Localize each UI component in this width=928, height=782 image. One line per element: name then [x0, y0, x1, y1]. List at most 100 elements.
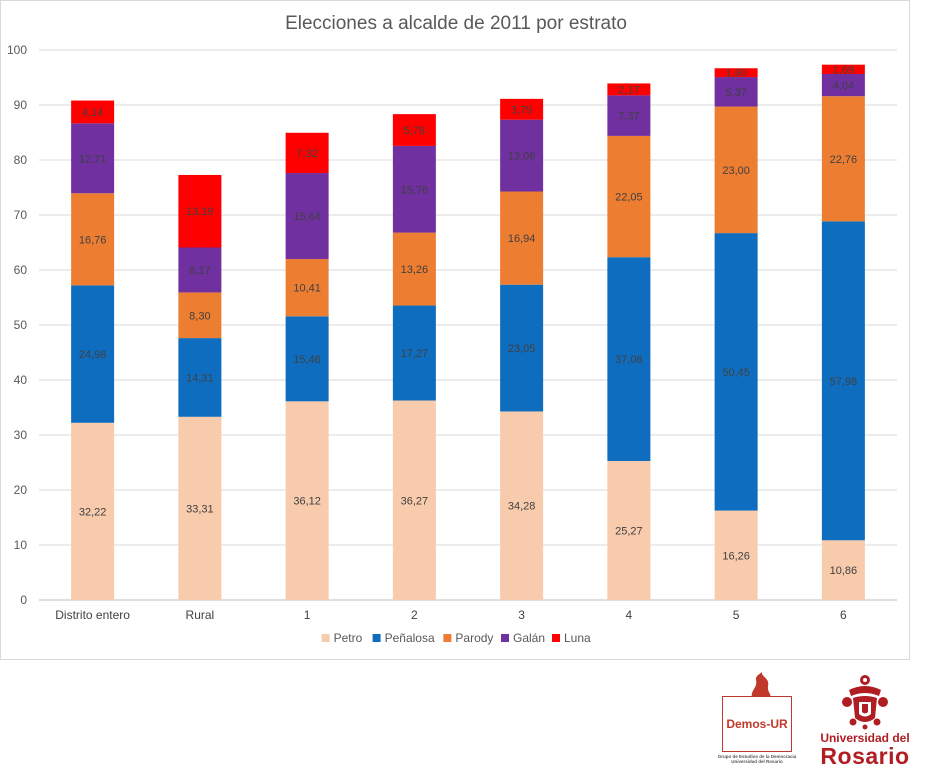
data-label: 10,86 — [830, 565, 858, 577]
y-tick-label: 0 — [20, 593, 27, 607]
bar-segment-petro — [392, 400, 436, 600]
bar-segment-luna — [285, 132, 329, 174]
bar-segment-luna — [500, 98, 544, 120]
legend-swatch — [443, 634, 452, 642]
bar-segment-petro — [71, 422, 115, 600]
demos-box: Demos-UR — [722, 696, 792, 752]
bar-segment-parody — [285, 259, 329, 317]
bar-segment-petro — [714, 510, 758, 600]
bar-segment-peñalosa — [178, 338, 222, 417]
bar-segment-peñalosa — [821, 221, 865, 541]
y-tick-label: 60 — [14, 263, 28, 277]
bar-segment-luna — [714, 68, 758, 78]
legend-label: Galán — [513, 631, 545, 645]
bar-segment-parody — [392, 232, 436, 306]
bar-segment-petro — [285, 401, 329, 600]
data-label: 5,78 — [404, 125, 425, 137]
bar-segment-parody — [71, 193, 115, 286]
data-label: 15,64 — [293, 211, 321, 223]
stacked-bar-chart: Elecciones a alcalde de 2011 por estrato… — [7, 13, 897, 645]
bar-segment-luna — [392, 114, 436, 146]
flame-icon — [751, 672, 771, 698]
legend-swatch — [552, 634, 560, 642]
legend: Petro Peñalosa Parody Galán Luna — [321, 631, 591, 645]
data-label: 16,26 — [722, 550, 750, 562]
x-category-label: 2 — [411, 608, 418, 622]
rosario-crest-icon — [842, 675, 888, 730]
bar-segment-peñalosa — [71, 285, 115, 423]
data-label: 13,26 — [401, 264, 429, 276]
bar-segment-luna — [178, 174, 222, 248]
data-label: 22,76 — [830, 154, 858, 166]
bar-segment-peñalosa — [714, 233, 758, 511]
data-label: 5,37 — [725, 87, 746, 99]
y-axis-ticks: 0 10 20 30 40 50 60 70 80 90 100 — [7, 43, 27, 607]
data-label: 36,12 — [293, 496, 321, 508]
bar-segment-parody — [607, 135, 651, 258]
data-label: 32,22 — [79, 506, 107, 518]
chart-area: Elecciones a alcalde de 2011 por estrato… — [0, 0, 910, 660]
data-label: 25,27 — [615, 526, 643, 538]
demos-ur-logo: Demos-UR Grupo de Estudios de la Democra… — [712, 668, 802, 768]
bar-segment-galán — [714, 77, 758, 107]
data-label: 36,27 — [401, 495, 429, 507]
data-label: 2,17 — [618, 84, 639, 96]
data-label: 37,06 — [615, 354, 643, 366]
bar-segment-peñalosa — [607, 257, 651, 462]
bar-segment-galán — [71, 123, 115, 194]
data-label: 8,30 — [189, 310, 210, 322]
gridlines — [39, 49, 897, 601]
x-category-label: 6 — [840, 608, 847, 622]
bar-segment-petro — [607, 461, 651, 600]
bar-segment-parody — [500, 191, 544, 285]
data-label: 16,76 — [79, 234, 107, 246]
data-label: 17,27 — [401, 348, 429, 360]
bars — [71, 64, 865, 600]
legend-swatch — [501, 634, 509, 642]
data-label: 15,46 — [293, 354, 321, 366]
y-tick-label: 80 — [14, 153, 28, 167]
x-category-label: Rural — [186, 608, 215, 622]
y-tick-label: 50 — [14, 318, 28, 332]
bar-segment-peñalosa — [285, 316, 329, 402]
x-category-label: 4 — [626, 608, 633, 622]
legend-label: Petro — [334, 631, 363, 645]
demos-subtitle-line-2: Universidad del Rosario — [731, 759, 783, 764]
data-label: 4,14 — [82, 107, 103, 119]
data-labels: 32,22 24,98 16,76 12,71 4,14 33,31 14,31 8,30 8,… — [79, 64, 857, 577]
demos-subtitle-line-1: Grupo de Estudios de la Democracia — [717, 754, 797, 759]
chart-title: Elecciones a alcalde de 2011 por estrato — [285, 13, 627, 34]
data-label: 12,71 — [79, 153, 107, 165]
data-label: 13,19 — [186, 206, 214, 218]
data-label: 15,76 — [401, 184, 429, 196]
bar-segment-petro — [178, 416, 222, 600]
data-label: 13,06 — [508, 151, 536, 163]
bar-segment-galán — [607, 95, 651, 136]
universidad-del-rosario-logo: Universidad del Rosario — [815, 672, 915, 777]
bar-segment-galán — [285, 173, 329, 260]
bar-segment-peñalosa — [500, 284, 544, 412]
data-label: 3,79 — [511, 104, 532, 116]
data-label: 23,05 — [508, 343, 536, 355]
bar-segment-parody — [714, 106, 758, 234]
legend-label: Peñalosa — [385, 631, 435, 645]
data-label: 14,31 — [186, 372, 214, 384]
data-label: 24,98 — [79, 349, 107, 361]
bar-segment-luna — [607, 83, 651, 96]
data-label: 1,69 — [833, 64, 854, 76]
bar-segment-luna — [821, 64, 865, 74]
demos-name: Demos-UR — [726, 717, 788, 731]
bar-segment-peñalosa — [392, 305, 436, 401]
bar-segment-galán — [392, 145, 436, 233]
university-name-line-1: Universidad del — [820, 731, 910, 745]
data-label: 23,00 — [722, 165, 750, 177]
data-label: 1,60 — [725, 68, 746, 80]
legend-label: Parody — [455, 631, 493, 645]
x-category-label: Distrito entero — [55, 608, 130, 622]
legend-swatch — [321, 634, 330, 642]
data-label: 16,94 — [508, 233, 536, 245]
y-tick-label: 10 — [14, 538, 28, 552]
y-tick-label: 90 — [14, 98, 28, 112]
y-tick-label: 100 — [7, 43, 27, 57]
y-tick-label: 40 — [14, 373, 28, 387]
